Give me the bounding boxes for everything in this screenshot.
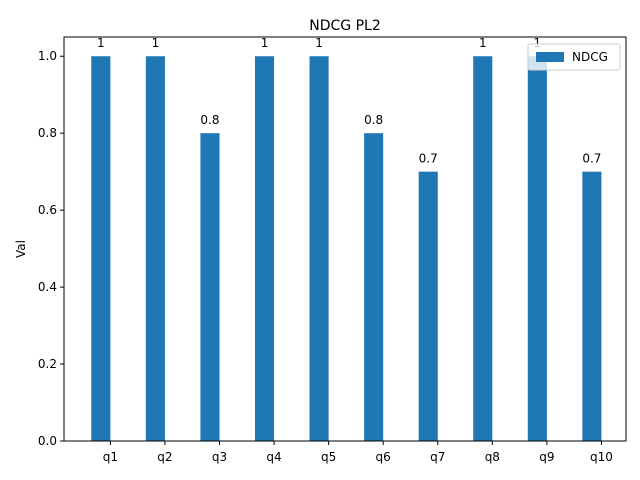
y-axis-label: Val (14, 240, 28, 258)
bar-q10 (582, 171, 602, 441)
x-tick-label-q5: q5 (321, 450, 336, 464)
y-tick-label-5: 1.0 (38, 49, 57, 63)
x-tick-label-q1: q1 (103, 450, 118, 464)
bar-q2 (145, 56, 165, 441)
plot-frame (63, 36, 627, 442)
bar-value-label-q4: 1 (261, 36, 269, 50)
y-tick-label-1: 0.2 (38, 357, 57, 371)
bar-value-label-q5: 1 (315, 36, 323, 50)
bar-value-label-q8: 1 (479, 36, 487, 50)
bar-value-label-q10: 0.7 (582, 152, 601, 166)
bar-value-label-q1: 1 (97, 36, 105, 50)
bar-q6 (364, 133, 384, 441)
x-tick-label-q8: q8 (485, 450, 500, 464)
legend-swatch (536, 52, 564, 62)
x-ticks: q1 q2 q3 q4 q5 q6 q7 q8 q9 q10 (103, 441, 613, 464)
bar-q5 (309, 56, 329, 441)
y-tick-label-4: 0.8 (38, 126, 57, 140)
legend-box (527, 43, 621, 71)
bar-value-label-q3: 0.8 (200, 113, 219, 127)
bar-value-label-q2: 1 (152, 36, 160, 50)
bar-value-label-q9: 1 (534, 36, 542, 50)
legend: NDCG (527, 43, 621, 71)
bar-q4 (254, 56, 275, 441)
bars (91, 56, 602, 441)
x-tick-label-q9: q9 (539, 450, 554, 464)
bar-q8 (473, 56, 493, 441)
x-tick-label-q4: q4 (266, 450, 281, 464)
bar-q3 (200, 133, 220, 441)
y-tick-label-2: 0.4 (38, 280, 57, 294)
bar-q9 (527, 56, 547, 441)
chart-title: NDCG PL2 (309, 18, 380, 34)
y-tick-label-0: 0.0 (38, 434, 57, 448)
y-tick-label-3: 0.6 (38, 203, 57, 217)
bar-q7 (418, 171, 438, 441)
bar-q1 (91, 56, 111, 441)
x-tick-label-q10: q10 (590, 450, 613, 464)
bar-value-label-q7: 0.7 (419, 152, 438, 166)
x-tick-label-q6: q6 (376, 450, 391, 464)
x-tick-label-q3: q3 (212, 450, 227, 464)
y-ticks: 0.0 0.2 0.4 0.6 0.8 1.0 (38, 49, 64, 448)
bar-value-label-q6: 0.8 (364, 113, 383, 127)
legend-label: NDCG (572, 50, 608, 64)
x-tick-label-q7: q7 (430, 450, 445, 464)
x-tick-label-q2: q2 (157, 450, 172, 464)
bar-labels: 1 1 0.8 1 1 0.8 0.7 1 1 0.7 (97, 36, 601, 165)
